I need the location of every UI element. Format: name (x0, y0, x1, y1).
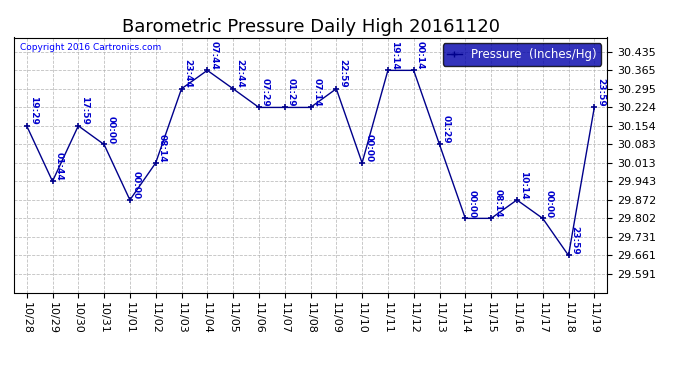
Text: 08:14: 08:14 (493, 189, 502, 218)
Text: 01:44: 01:44 (55, 152, 63, 181)
Text: 19:29: 19:29 (29, 96, 38, 125)
Text: 01:29: 01:29 (442, 116, 451, 144)
Text: 19:14: 19:14 (390, 41, 399, 70)
Text: 23:59: 23:59 (596, 78, 605, 107)
Text: 22:59: 22:59 (338, 60, 347, 88)
Text: 00:00: 00:00 (132, 171, 141, 200)
Text: 01:29: 01:29 (287, 78, 296, 107)
Text: 22:44: 22:44 (235, 59, 244, 88)
Title: Barometric Pressure Daily High 20161120: Barometric Pressure Daily High 20161120 (121, 18, 500, 36)
Text: 00:00: 00:00 (364, 134, 373, 162)
Text: 00:00: 00:00 (467, 190, 476, 218)
Text: 07:14: 07:14 (313, 78, 322, 107)
Text: 23:44: 23:44 (184, 59, 193, 88)
Text: 23:59: 23:59 (571, 226, 580, 255)
Text: 17:59: 17:59 (80, 96, 90, 125)
Text: 00:00: 00:00 (106, 116, 115, 144)
Text: Copyright 2016 Cartronics.com: Copyright 2016 Cartronics.com (20, 43, 161, 52)
Text: 07:29: 07:29 (261, 78, 270, 107)
Text: 00:14: 00:14 (416, 41, 425, 70)
Text: 00:00: 00:00 (545, 190, 554, 218)
Text: 08:14: 08:14 (158, 134, 167, 162)
Legend: Pressure  (Inches/Hg): Pressure (Inches/Hg) (442, 44, 601, 66)
Text: 07:44: 07:44 (209, 41, 218, 70)
Text: 10:14: 10:14 (519, 171, 528, 200)
